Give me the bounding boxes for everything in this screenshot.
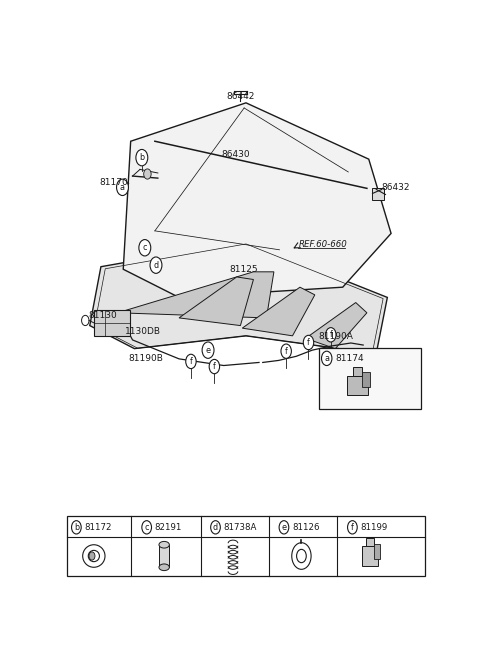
Text: 81172: 81172 [84,523,112,532]
Polygon shape [305,303,367,348]
Text: a: a [324,354,329,363]
Text: e: e [281,523,287,532]
Text: 82191: 82191 [155,523,182,532]
Text: f: f [213,362,216,371]
Circle shape [117,179,129,196]
Text: 86432: 86432 [382,183,410,192]
Bar [94,310,130,336]
Bar [362,546,378,567]
Circle shape [139,239,151,256]
Text: f: f [190,357,192,366]
Circle shape [322,351,332,366]
Text: f: f [285,346,288,356]
Circle shape [186,354,196,368]
Text: d: d [213,523,218,532]
Circle shape [142,521,152,534]
Bar [67,516,424,577]
Text: 81190A: 81190A [319,332,353,341]
Circle shape [150,257,162,273]
Polygon shape [123,103,391,297]
Bar [319,348,421,408]
Circle shape [303,335,314,350]
Bar [347,376,368,395]
Text: 81199: 81199 [360,523,388,532]
Text: a: a [120,183,125,192]
Text: d: d [154,261,158,270]
Text: c: c [143,243,147,252]
Text: 81174: 81174 [335,354,364,363]
Bar [353,367,362,376]
Text: f: f [329,331,332,339]
Text: 81125: 81125 [229,265,258,274]
Text: 1130DB: 1130DB [125,327,161,336]
Text: 81130: 81130 [88,311,117,320]
Polygon shape [118,272,274,318]
Bar [362,372,370,386]
Circle shape [209,359,219,374]
Text: b: b [139,153,144,162]
Bar [366,537,373,546]
Text: e: e [205,346,211,354]
Circle shape [325,328,336,342]
Text: f: f [351,523,354,532]
Circle shape [281,344,291,358]
Circle shape [89,552,95,560]
Polygon shape [179,277,253,326]
Circle shape [279,521,289,534]
Text: 86430: 86430 [222,150,251,158]
Ellipse shape [159,564,169,571]
Text: 81170: 81170 [99,178,128,187]
Text: 81190B: 81190B [129,354,164,363]
Bar [372,188,384,200]
Bar [159,545,169,567]
Text: 86442: 86442 [226,92,254,100]
Circle shape [211,521,220,534]
Polygon shape [242,287,315,336]
Text: 81738A: 81738A [224,523,257,532]
Circle shape [348,521,357,534]
Circle shape [72,521,81,534]
Ellipse shape [159,541,169,548]
Text: b: b [74,523,79,532]
Circle shape [202,342,214,358]
Circle shape [136,150,148,166]
Polygon shape [90,241,387,354]
Text: 81126: 81126 [292,523,320,532]
Text: f: f [307,338,310,347]
Text: c: c [144,523,149,532]
Bar [373,544,380,559]
Circle shape [144,169,151,179]
Text: REF.60-660: REF.60-660 [299,240,348,249]
